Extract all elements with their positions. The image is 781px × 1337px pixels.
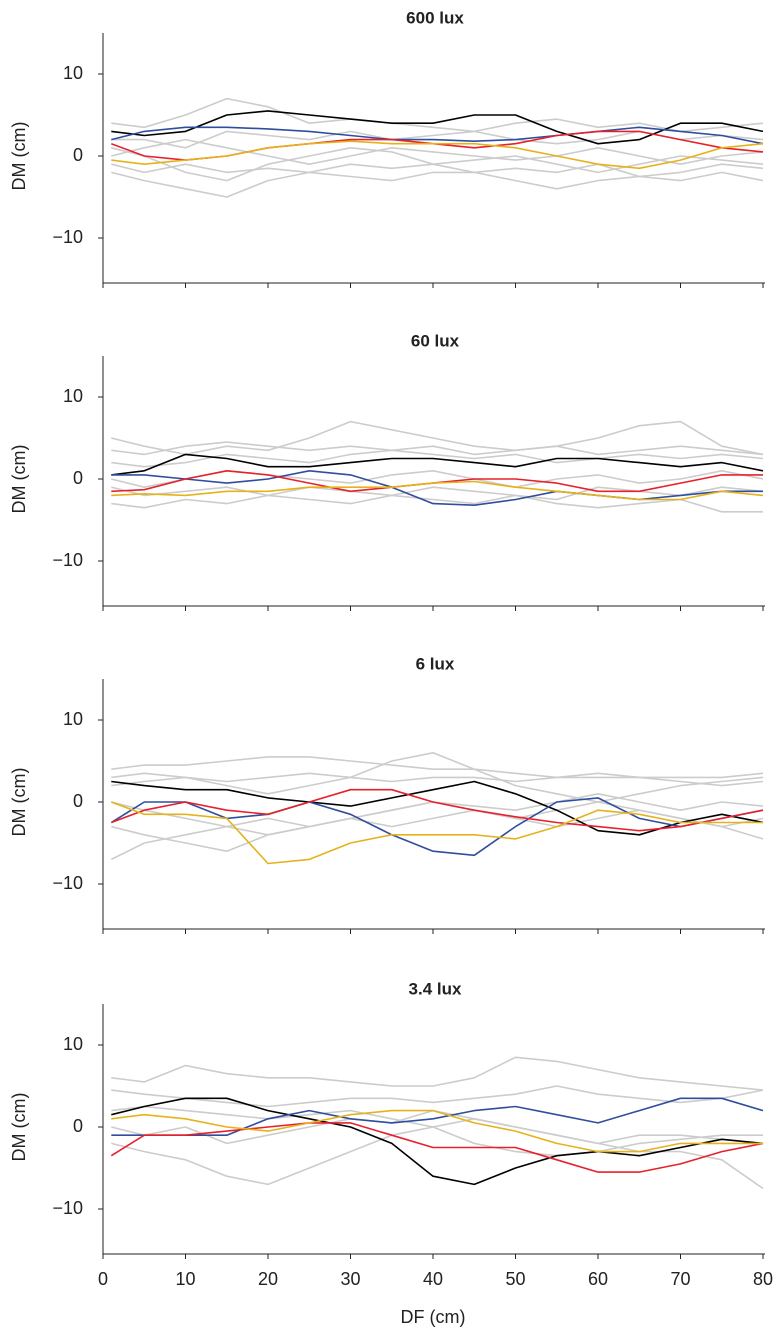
series-line [111, 470, 763, 506]
series-line [111, 772, 764, 787]
y-axis-label: DM (cm) [9, 768, 29, 837]
y-axis-label: DM (cm) [9, 445, 29, 514]
x-tick-label: 60 [588, 1269, 608, 1289]
chart-title: 6 lux [416, 654, 455, 673]
x-tick-label: 70 [670, 1269, 690, 1289]
x-tick-label: 10 [175, 1269, 195, 1289]
series-line [110, 1122, 764, 1173]
series-line [111, 1097, 764, 1136]
series-line [111, 752, 764, 803]
chart-title: 60 lux [411, 331, 460, 350]
y-tick-label: 10 [63, 1034, 83, 1054]
chart-title: 3.4 lux [409, 979, 462, 998]
series-line [111, 171, 764, 198]
y-tick-label: −10 [52, 550, 83, 570]
y-tick-label: 0 [73, 468, 83, 488]
series-line [111, 801, 764, 836]
series-line [111, 441, 764, 456]
series-line [111, 140, 764, 170]
series-line [111, 420, 764, 456]
y-tick-label: 0 [73, 145, 83, 165]
series-line [111, 801, 763, 865]
series-line [111, 1109, 763, 1153]
x-tick-label: 40 [423, 1269, 443, 1289]
series-line [111, 147, 764, 182]
series-line [110, 797, 764, 857]
series-line [111, 1097, 764, 1186]
series-line [111, 453, 764, 476]
x-tick-label: 20 [258, 1269, 278, 1289]
series-line [111, 480, 764, 501]
y-axis-label: DM (cm) [9, 1093, 29, 1162]
series-line [111, 138, 764, 165]
x-tick-label: 30 [340, 1269, 360, 1289]
y-tick-label: 0 [73, 791, 83, 811]
series-line [111, 1056, 764, 1091]
chart-title: 600 lux [406, 8, 464, 27]
y-axis-label: DM (cm) [9, 122, 29, 191]
x-axis-label: DF (cm) [401, 1307, 466, 1327]
x-tick-label: 50 [505, 1269, 525, 1289]
y-tick-label: 10 [63, 709, 83, 729]
series-line [111, 756, 764, 779]
y-tick-label: 10 [63, 63, 83, 83]
series-line [111, 163, 764, 178]
series-line [111, 494, 763, 513]
x-tick-label: 80 [753, 1269, 773, 1289]
series-line [111, 486, 764, 501]
series-line [111, 470, 764, 488]
series-line [111, 1109, 764, 1145]
series-line [111, 1105, 763, 1157]
y-tick-label: 0 [73, 1116, 83, 1136]
series-line [111, 780, 764, 836]
series-line [111, 126, 764, 145]
y-tick-label: −10 [52, 1198, 83, 1218]
series-line [111, 97, 764, 133]
y-tick-label: 10 [63, 386, 83, 406]
y-tick-label: −10 [52, 227, 83, 247]
series-line [111, 788, 764, 832]
y-tick-label: −10 [52, 873, 83, 893]
series-line [111, 1085, 764, 1108]
x-tick-label: 0 [98, 1269, 108, 1289]
